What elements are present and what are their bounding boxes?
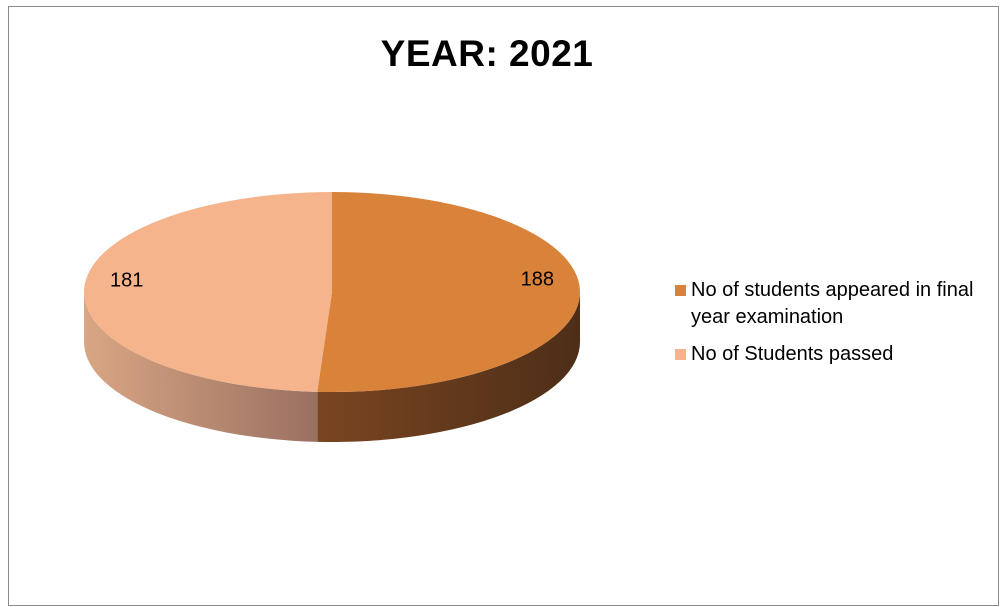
- chart-legend: No of students appeared in final year ex…: [675, 277, 1001, 378]
- legend-item-passed: No of Students passed: [675, 341, 1001, 368]
- legend-swatch-appeared: [675, 285, 686, 296]
- legend-swatch-passed: [675, 349, 686, 360]
- chart-title: YEAR: 2021: [380, 33, 594, 74]
- pie-label-passed: 181: [110, 269, 143, 291]
- legend-label-passed: No of Students passed: [691, 343, 894, 365]
- legend-item-appeared: No of students appeared in final year ex…: [675, 277, 1001, 331]
- chart-area: YEAR: 2021 188 181 No of students appeare…: [8, 6, 999, 606]
- pie-slice-appeared: [317, 192, 580, 392]
- pie-side-appeared: [317, 292, 580, 443]
- legend-label-appeared: No of students appeared in final year ex…: [691, 279, 974, 328]
- pie-side-passed: [84, 292, 318, 442]
- pie-slice-passed: [83, 192, 333, 392]
- pie-label-appeared: 188: [521, 269, 554, 291]
- pie-chart: 188 181: [83, 192, 580, 443]
